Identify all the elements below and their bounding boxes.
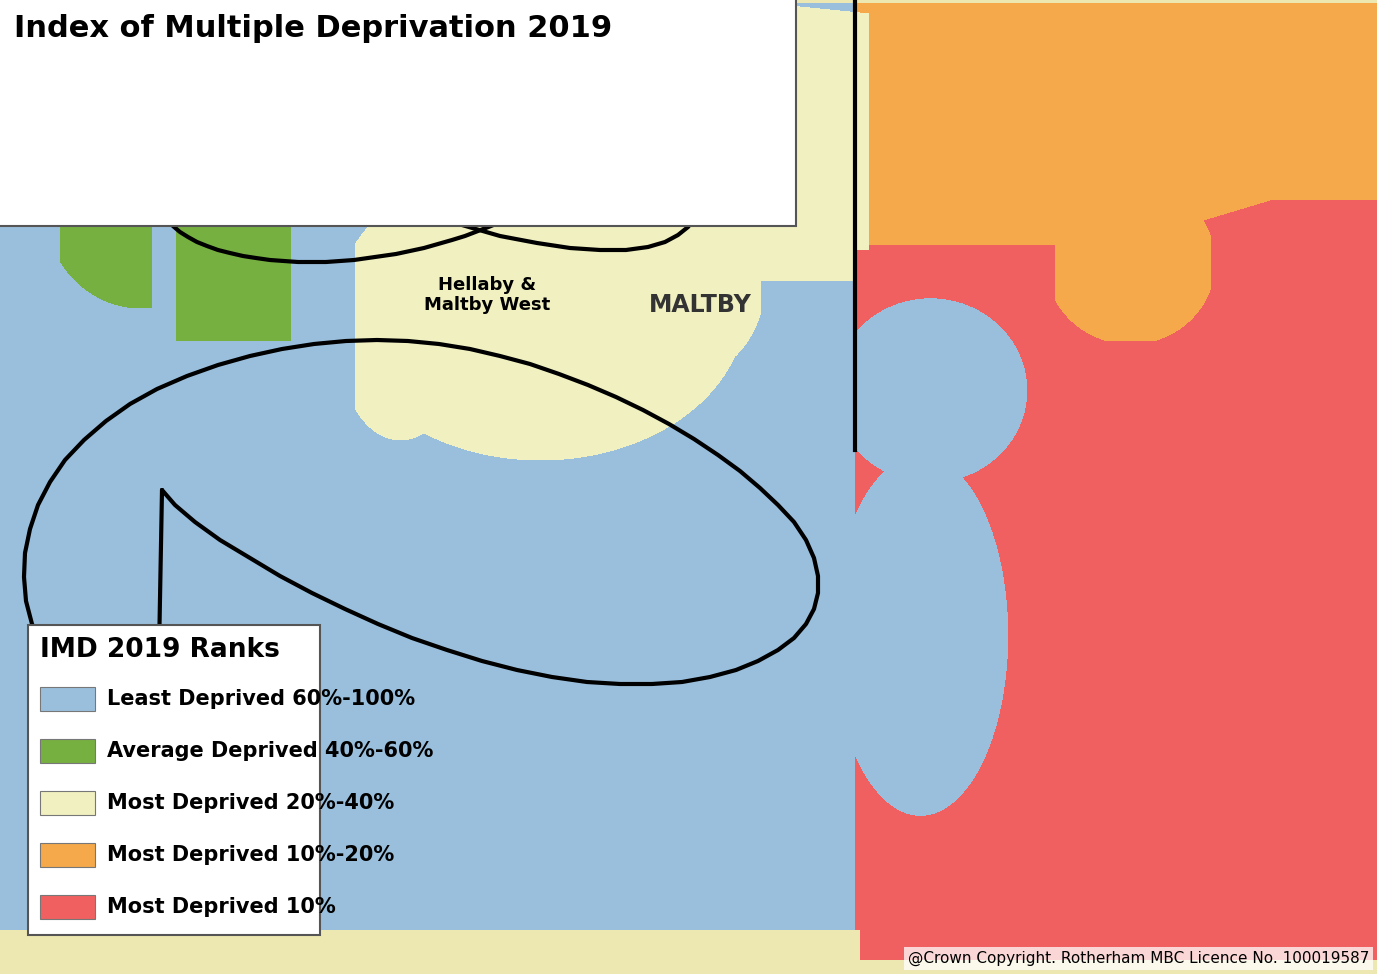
Bar xyxy=(40,843,95,867)
Text: Most Deprived 10%: Most Deprived 10% xyxy=(107,897,336,917)
Text: IMD 2019 Ranks: IMD 2019 Ranks xyxy=(40,637,280,663)
Bar xyxy=(40,739,95,763)
Bar xyxy=(40,687,95,711)
Text: Least Deprived 60%-100%: Least Deprived 60%-100% xyxy=(107,689,414,709)
Text: Average Deprived 40%-60%: Average Deprived 40%-60% xyxy=(107,741,434,761)
Text: @Crown Copyright. Rotherham MBC Licence No. 100019587: @Crown Copyright. Rotherham MBC Licence … xyxy=(907,951,1369,966)
Text: MALTBY: MALTBY xyxy=(649,293,752,317)
Text: Most Deprived 10%-20%: Most Deprived 10%-20% xyxy=(107,845,394,865)
Text: Index of Multiple Deprivation 2019: Index of Multiple Deprivation 2019 xyxy=(14,14,613,43)
Bar xyxy=(40,895,95,919)
Bar xyxy=(40,791,95,815)
Text: Hellaby &
Maltby West: Hellaby & Maltby West xyxy=(424,276,551,315)
FancyBboxPatch shape xyxy=(28,625,319,935)
Text: Most Deprived 20%-40%: Most Deprived 20%-40% xyxy=(107,793,394,813)
